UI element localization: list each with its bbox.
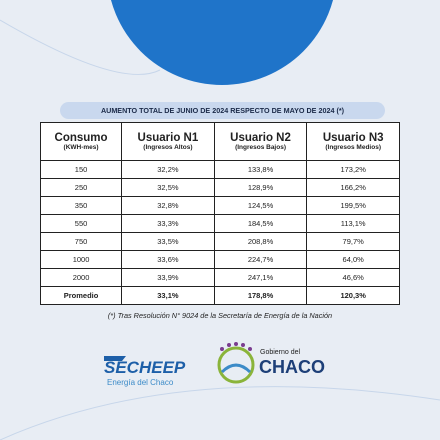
header-cell: Consumo (KWH-mes) bbox=[39, 122, 123, 161]
header-title: Usuario N1 bbox=[137, 132, 199, 144]
chaco-dots bbox=[220, 342, 252, 351]
chaco-icon bbox=[220, 363, 252, 374]
cell: 208,8% bbox=[213, 232, 308, 251]
total-cell: 120,3% bbox=[306, 286, 400, 305]
secheep-icon bbox=[104, 356, 126, 361]
footnote: (*) Tras Resolución N° 9024 de la Secret… bbox=[107, 311, 333, 320]
cell: 199,5% bbox=[306, 196, 400, 215]
logo-subtext: Energía del Chaco bbox=[107, 378, 174, 387]
logo-subtext: Gobierno del bbox=[260, 349, 301, 356]
row: 150 32,2% 133,8% 173,2% bbox=[39, 160, 400, 179]
header-subtitle: (Ingresos Medios) bbox=[325, 144, 381, 151]
header-title: Consumo bbox=[54, 132, 108, 144]
row: 2000 33,9% 247,1% 46,6% bbox=[39, 268, 400, 287]
total-cell: 178,8% bbox=[213, 286, 308, 305]
row: 1000 33,6% 224,7% 64,0% bbox=[39, 250, 400, 269]
total-row: Promedio 33,1% 178,8% 120,3% bbox=[39, 286, 400, 305]
cell: 166,2% bbox=[306, 178, 400, 197]
logo-text: SECHEEP bbox=[104, 358, 186, 377]
cell: 32,5% bbox=[121, 178, 215, 197]
cell: 124,5% bbox=[213, 196, 308, 215]
cell: 550 bbox=[39, 214, 123, 233]
cell: 79,7% bbox=[306, 232, 400, 251]
logo-text: CHACO bbox=[259, 357, 325, 377]
cell: 247,1% bbox=[213, 268, 308, 287]
header-subtitle: (Ingresos Bajos) bbox=[235, 144, 286, 151]
row: 250 32,5% 128,9% 166,2% bbox=[39, 178, 400, 197]
cell: 128,9% bbox=[213, 178, 308, 197]
cell: 33,5% bbox=[121, 232, 215, 251]
row: 750 33,5% 208,8% 79,7% bbox=[39, 232, 400, 251]
cell: 184,5% bbox=[213, 214, 308, 233]
cell: 350 bbox=[39, 196, 123, 215]
deco-line bbox=[0, 386, 440, 440]
header-cell: Usuario N1 (Ingresos Altos) bbox=[121, 122, 215, 161]
total-cell: 33,1% bbox=[121, 286, 215, 305]
row: 550 33,3% 184,5% 113,1% bbox=[39, 214, 400, 233]
cell: 150 bbox=[39, 160, 123, 179]
cell: 2000 bbox=[39, 268, 123, 287]
cell: 32,2% bbox=[121, 160, 215, 179]
header-cell: Usuario N3 (Ingresos Medios) bbox=[306, 122, 400, 161]
deco-line bbox=[0, 19, 161, 75]
chaco-icon bbox=[217, 346, 255, 384]
header-subtitle: (Ingresos Altos) bbox=[143, 144, 193, 151]
header-title: Usuario N3 bbox=[322, 132, 384, 144]
cell: 1000 bbox=[39, 250, 123, 269]
cell: 224,7% bbox=[213, 250, 308, 269]
table: Consumo (KWH-mes) Usuario N1 (Ingresos Alto… bbox=[39, 122, 400, 305]
cell: 64,0% bbox=[306, 250, 400, 269]
cell: 33,9% bbox=[121, 268, 215, 287]
cell: 33,6% bbox=[121, 250, 215, 269]
cell: 750 bbox=[39, 232, 123, 251]
cell: 46,6% bbox=[306, 268, 400, 287]
cell: 173,2% bbox=[306, 160, 400, 179]
header-subtitle: (KWH-mes) bbox=[63, 144, 99, 151]
header-cell: Usuario N2 (Ingresos Bajos) bbox=[213, 122, 308, 161]
header-title: Usuario N2 bbox=[230, 132, 291, 144]
total-cell: Promedio bbox=[39, 286, 123, 305]
row: 350 32,8% 124,5% 199,5% bbox=[39, 196, 400, 215]
blue-circle bbox=[110, 0, 334, 85]
cell: 32,8% bbox=[121, 196, 215, 215]
title-pill: AUMENTO TOTAL DE JUNIO DE 2024 RESPECTO … bbox=[60, 102, 385, 119]
cell: 133,8% bbox=[213, 160, 308, 179]
cell: 33,3% bbox=[121, 214, 215, 233]
cell: 113,1% bbox=[306, 214, 400, 233]
cell: 250 bbox=[39, 178, 123, 197]
